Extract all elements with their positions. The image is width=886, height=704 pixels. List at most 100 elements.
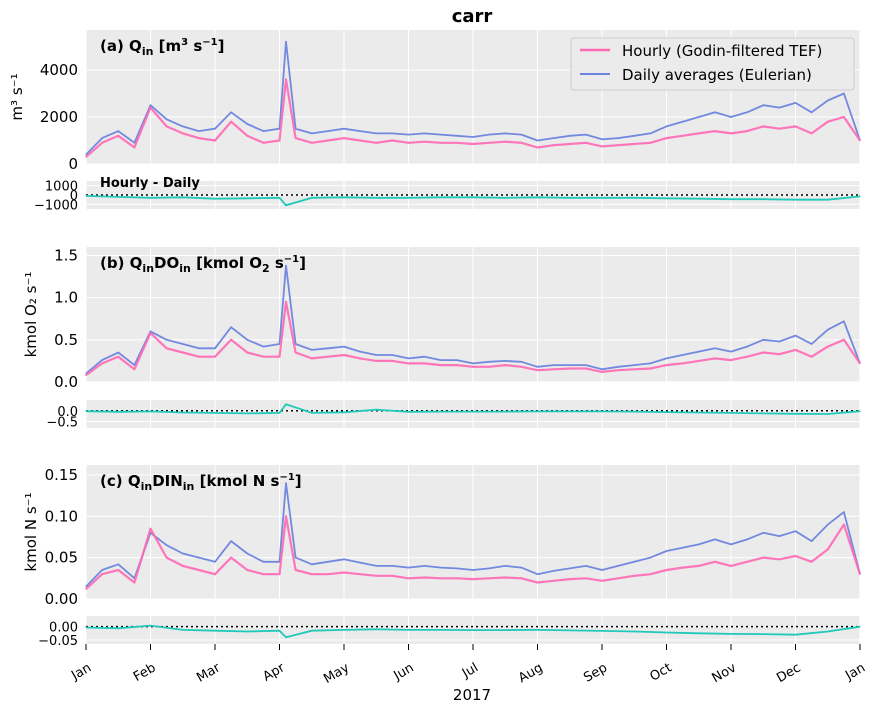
series-hourly-point [262,142,264,144]
series-daily-point [101,359,103,361]
series-hourly-point [617,577,619,579]
diff-series-point [214,630,216,632]
series-hourly-point [553,580,555,582]
diff-series-point [827,199,829,201]
x-tick-label: Oct [648,660,675,684]
x-tick-label: Jan [842,660,868,684]
series-hourly-point [214,573,216,575]
series-daily-point [246,552,248,555]
series-daily-point [794,334,797,337]
diff-series-point [698,632,700,634]
series-hourly-point [649,367,651,370]
series-daily-point [617,366,619,368]
series-hourly-point [149,528,152,530]
x-tick-label: Sep [581,660,610,685]
series-daily-point [488,567,490,569]
series-hourly-point [601,580,603,582]
diff-series-point [214,412,216,414]
series-hourly-point [778,558,780,560]
series-hourly-point [827,121,829,123]
series-hourly-point [617,144,619,146]
diff-series-point [859,410,861,412]
series-hourly-point [285,78,287,80]
series-hourly-point [649,142,651,144]
diff-series-point [440,411,442,413]
series-daily-point [682,547,684,549]
series-daily-point [536,366,539,368]
diff-series-point [85,410,87,412]
series-hourly-point [665,364,668,366]
series-daily-point [117,563,119,565]
series-daily-point [295,557,297,559]
series-hourly-point [794,349,797,351]
series-daily-point [327,561,329,563]
series-daily-point [166,544,168,546]
series-hourly-point [569,143,571,145]
diff-series-point [472,196,474,198]
series-hourly-point [843,339,845,341]
series-hourly-point [85,588,87,590]
series-hourly-point [133,368,135,370]
figure-title: carr [452,6,493,27]
series-daily-point [359,130,361,132]
series-daily-point [730,116,732,118]
series-hourly-point [843,523,845,526]
series-daily-point [343,128,345,130]
series-hourly-point [794,555,797,557]
series-daily-point [198,557,200,559]
series-hourly-point [698,360,700,362]
series-hourly-point [585,577,587,579]
diff-series-point [601,197,603,199]
series-hourly-point [730,359,732,361]
series-hourly-point [343,354,345,356]
diff-series-point [665,197,668,199]
series-hourly-point [198,137,200,139]
series-hourly-point [601,145,603,147]
diff-series-point [407,197,410,199]
panel-a-title: (a) Qin [m3 s−1] [100,37,224,58]
series-hourly-point [133,146,135,149]
diff-series-point [311,197,313,199]
diff-series-point [149,410,152,413]
diff-series-point [665,411,668,413]
series-hourly-point [166,347,168,349]
series-daily-point [488,134,490,136]
series-hourly-point [182,351,184,354]
diff-series-point [633,630,635,633]
diff-series-point [278,197,281,199]
series-daily-point [246,339,248,341]
series-hourly-point [166,557,168,559]
series-hourly-point [375,360,377,362]
diff-series-point [472,411,474,413]
series-hourly-point [569,578,571,580]
diff-series-point [407,411,410,413]
diff-series-point [536,410,539,413]
series-daily-point [827,329,829,331]
diff-series-point [665,631,668,634]
diff-series-point [343,629,345,631]
x-tick-label: Apr [261,660,289,685]
series-daily-line [85,482,861,588]
series-hourly-point [746,356,748,358]
series-daily-point [230,111,232,113]
diff-series-point [343,196,345,198]
diff-series-point [311,630,313,632]
series-daily-point [811,111,813,113]
series-daily-point [214,347,216,349]
series-hourly-point [101,362,103,365]
series-daily-point [553,570,555,572]
series-hourly-point [166,125,168,127]
legend-box [570,37,855,91]
y-tick-label: 0.5 [54,331,78,349]
legend-daily-label: Daily averages (Eulerian) [622,66,812,84]
series-daily-point [407,134,410,136]
series-daily-point [553,137,555,139]
series-daily-point [311,349,313,351]
series-hourly-point [117,356,119,358]
series-daily-point [149,330,152,332]
series-daily-point [472,569,474,571]
series-daily-point [569,567,571,569]
x-tick-label: Dec [774,660,803,686]
series-daily-point [617,137,619,139]
diff-series-point [762,198,764,200]
